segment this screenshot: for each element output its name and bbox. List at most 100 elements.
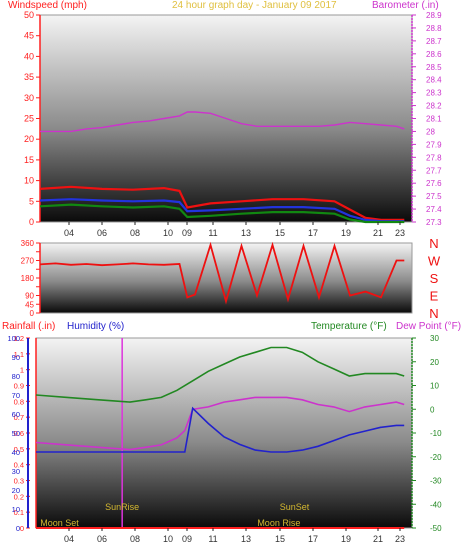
x-tick-label: 21 [373,228,383,238]
rain-y-tick-label: 0.3 [14,477,24,486]
rain-y-tick-label: 0.7 [14,413,24,422]
wind-y-tick-label: 50 [24,10,34,20]
rain-y-tick-label: 0.2 [14,492,24,501]
temp-plot-background [36,338,412,528]
x-tick-label: 10 [163,534,173,544]
event-annotation: SunRise [105,502,139,512]
x-tick-label: 19 [341,534,351,544]
wind-y-tick-label: 15 [24,155,34,165]
direction-y-tick-label: 90 [25,292,34,301]
series-line-average [39,198,405,223]
rain-y-tick-label: 1 [20,366,24,375]
humidity-y-tick-label: 100 [7,334,20,343]
x-tick-label: 17 [308,228,318,238]
x-tick-label: 19 [341,228,351,238]
wind-y-tick-label: 20 [24,134,34,144]
series-line-gust [39,185,405,221]
wind-y-tick-label: 5 [29,196,34,206]
baro-y-tick-label: 27.8 [426,153,442,162]
temp-y-tick-label: 0 [430,405,435,414]
x-tick-label: 09 [182,228,192,238]
series-line-humidity [36,406,405,453]
wind-y-tick-label: 30 [24,93,34,103]
rain-y-tick-label: 1.1 [14,350,24,359]
wind-y-tick-label: 45 [24,31,34,41]
rain-y-tick-label: 0.8 [14,397,24,406]
humidity-y-tick-label: 90 [12,353,20,362]
humidity-y-tick-label: 80 [12,372,20,381]
x-tick-label: 15 [275,534,285,544]
temperature-axis-title: Temperature (°F) [311,321,387,332]
wind-y-tick-label: 10 [24,176,34,186]
x-tick-label: 08 [130,228,140,238]
humidity-y-tick-label: 10 [12,505,20,514]
event-annotation: Moon Set [40,518,79,528]
x-tick-label: 09 [182,534,192,544]
x-tick-label: 11 [208,228,217,238]
baro-y-tick-label: 27.9 [426,140,442,149]
humidity-y-tick-label: 40 [12,448,20,457]
compass-label: S [430,271,439,286]
baro-y-tick-label: 27.5 [426,192,442,201]
temp-y-tick-label: -30 [430,477,442,486]
rain-y-tick-label: 0.6 [14,429,24,438]
baro-y-tick-label: 28.5 [426,63,442,72]
direction-y-tick-label: 0 [30,309,35,318]
baro-y-tick-label: 28.4 [426,76,442,85]
x-tick-label: 15 [275,228,285,238]
barometer-axis-title: Barometer (.in) [372,0,439,11]
temp-y-tick-label: -40 [430,500,442,509]
humidity-y-tick-label: 70 [12,391,20,400]
x-tick-label: 13 [241,228,251,238]
rain-y-tick-label: 0 [20,524,24,533]
humidity-y-tick-label: 50 [12,429,20,438]
x-tick-label: 06 [97,228,107,238]
baro-y-tick-label: 28.3 [426,89,442,98]
wind-y-tick-label: 40 [24,51,34,61]
series-line-minimum [39,203,405,224]
dew-point-axis-title: Dew Point (°F) [396,321,462,332]
wind-y-tick-label: 0 [29,217,34,227]
baro-y-tick-label: 27.7 [426,166,442,175]
series-line-dew_point [35,396,405,451]
x-tick-label: 08 [130,534,140,544]
temp-y-tick-label: -10 [430,429,442,438]
series-line-direction [39,241,405,305]
direction-y-tick-label: 180 [21,274,35,283]
rain-y-tick-label: 1.2 [14,334,24,343]
x-tick-label: 04 [64,534,74,544]
temp-y-tick-label: 10 [430,382,439,391]
temp-y-tick-label: 20 [430,358,439,367]
compass-label: N [429,306,438,321]
rainfall-axis-title: Rainfall (.in) [2,321,56,332]
rain-y-tick-label: 0.1 [14,508,24,517]
baro-y-tick-label: 27.4 [426,205,442,214]
graph-title: 24 hour graph day - January 09 2017 [172,0,337,11]
event-annotation: Moon Rise [257,518,300,528]
x-tick-label: 04 [64,228,74,238]
humidity-y-tick-label: 60 [12,410,20,419]
x-tick-label: 10 [163,228,173,238]
direction-y-tick-label: 270 [21,257,35,266]
x-tick-label: 21 [373,534,383,544]
humidity-axis-title: Humidity (%) [67,321,125,332]
baro-y-tick-label: 28.7 [426,37,442,46]
baro-y-tick-label: 28.2 [426,102,442,111]
baro-y-tick-label: 27.3 [426,218,442,227]
temp-y-tick-label: -20 [430,453,442,462]
temp-y-tick-label: -50 [430,524,442,533]
compass-label: W [428,254,441,269]
baro-y-tick-label: 28.6 [426,50,442,59]
humidity-y-tick-label: 30 [12,467,20,476]
compass-label: E [430,289,439,304]
direction-y-tick-label: 45 [25,300,34,309]
x-tick-label: 23 [395,228,405,238]
x-tick-label: 11 [208,534,217,544]
x-tick-label: 13 [241,534,251,544]
series-line-temperature [35,346,405,403]
rain-y-tick-label: 0.9 [14,382,24,391]
baro-y-tick-label: 27.6 [426,179,442,188]
x-tick-label: 23 [395,534,405,544]
humidity-y-tick-label: 20 [12,486,20,495]
